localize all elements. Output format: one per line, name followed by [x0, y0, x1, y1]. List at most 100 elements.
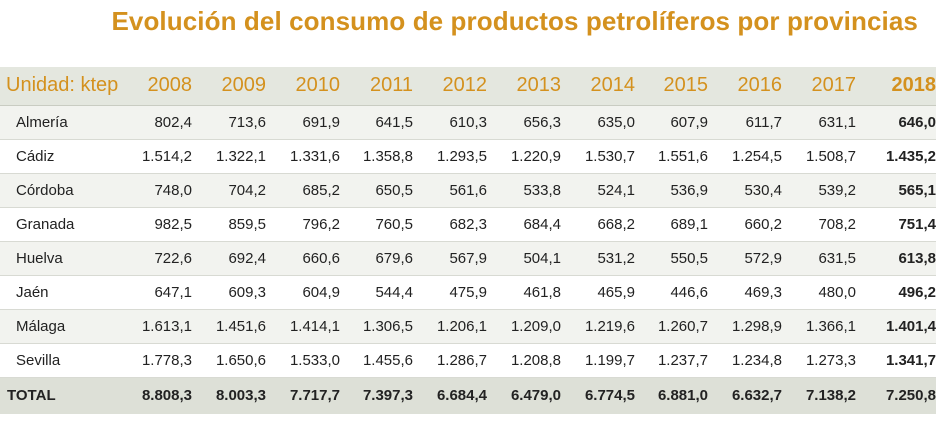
value-cell: 609,3 — [192, 275, 266, 310]
header-row: Unidad: ktep 2008 2009 2010 2011 2012 20… — [0, 67, 936, 106]
value-cell: 660,2 — [708, 207, 782, 242]
value-cell: 1.551,6 — [635, 139, 708, 174]
total-cell: 7.397,3 — [340, 376, 413, 414]
value-cell: 982,5 — [124, 207, 192, 242]
value-cell: 689,1 — [635, 207, 708, 242]
value-cell: 572,9 — [708, 241, 782, 276]
value-cell: 1.286,7 — [413, 343, 487, 378]
value-cell: 1.199,7 — [561, 343, 635, 378]
value-cell: 607,9 — [635, 105, 708, 140]
value-cell: 646,0 — [856, 105, 936, 140]
value-cell: 1.260,7 — [635, 309, 708, 344]
value-cell: 1.306,5 — [340, 309, 413, 344]
value-cell: 1.401,4 — [856, 309, 936, 344]
page-title: Evolución del consumo de productos petro… — [111, 6, 918, 36]
value-cell: 1.209,0 — [487, 309, 561, 344]
province-name: Cádiz — [0, 139, 124, 174]
province-name: Granada — [0, 207, 124, 242]
table-row: Córdoba 748,0 704,2 685,2 650,5 561,6 533,8 524… — [0, 173, 936, 208]
table-footer: TOTAL 8.808,3 8.003,3 7.717,7 7.397,3 6.… — [0, 376, 936, 414]
value-cell: 1.208,8 — [487, 343, 561, 378]
value-cell: 1.220,9 — [487, 139, 561, 174]
value-cell: 1.451,6 — [192, 309, 266, 344]
value-cell: 722,6 — [124, 241, 192, 276]
total-cell: 7.717,7 — [266, 376, 340, 414]
value-cell: 530,4 — [708, 173, 782, 208]
value-cell: 635,0 — [561, 105, 635, 140]
value-cell: 567,9 — [413, 241, 487, 276]
value-cell: 611,7 — [708, 105, 782, 140]
total-cell: 7.250,8 — [856, 376, 936, 414]
value-cell: 1.530,7 — [561, 139, 635, 174]
value-cell: 684,4 — [487, 207, 561, 242]
value-cell: 1.650,6 — [192, 343, 266, 378]
table-row: Huelva 722,6 692,4 660,6 679,6 567,9 504,1 531,… — [0, 241, 936, 276]
year-header: 2009 — [192, 67, 266, 106]
value-cell: 748,0 — [124, 173, 192, 208]
province-name: Córdoba — [0, 173, 124, 208]
value-cell: 480,0 — [782, 275, 856, 310]
total-cell: 8.003,3 — [192, 376, 266, 414]
value-cell: 660,6 — [266, 241, 340, 276]
year-header: 2012 — [413, 67, 487, 106]
total-cell: 6.774,5 — [561, 376, 635, 414]
value-cell: 544,4 — [340, 275, 413, 310]
value-cell: 859,5 — [192, 207, 266, 242]
value-cell: 1.322,1 — [192, 139, 266, 174]
value-cell: 539,2 — [782, 173, 856, 208]
value-cell: 668,2 — [561, 207, 635, 242]
value-cell: 504,1 — [487, 241, 561, 276]
total-cell: 7.138,2 — [782, 376, 856, 414]
value-cell: 1.234,8 — [708, 343, 782, 378]
province-name: Almería — [0, 105, 124, 140]
value-cell: 496,2 — [856, 275, 936, 310]
province-name: Huelva — [0, 241, 124, 276]
value-cell: 631,1 — [782, 105, 856, 140]
value-cell: 536,9 — [635, 173, 708, 208]
province-name: Málaga — [0, 309, 124, 344]
value-cell: 533,8 — [487, 173, 561, 208]
table-row: Almería 802,4 713,6 691,9 641,5 610,3 656,3 635… — [0, 105, 936, 140]
value-cell: 1.254,5 — [708, 139, 782, 174]
table-row: Málaga 1.613,1 1.451,6 1.414,1 1.306,5 1.206,… — [0, 309, 936, 344]
year-header: 2016 — [708, 67, 782, 106]
value-cell: 656,3 — [487, 105, 561, 140]
value-cell: 650,5 — [340, 173, 413, 208]
value-cell: 1.613,1 — [124, 309, 192, 344]
value-cell: 1.533,0 — [266, 343, 340, 378]
year-header: 2008 — [124, 67, 192, 106]
table-body: Almería 802,4 713,6 691,9 641,5 610,3 656,3 635… — [0, 105, 936, 378]
value-cell: 641,5 — [340, 105, 413, 140]
value-cell: 796,2 — [266, 207, 340, 242]
value-cell: 760,5 — [340, 207, 413, 242]
value-cell: 704,2 — [192, 173, 266, 208]
year-header: 2017 — [782, 67, 856, 106]
year-header: 2015 — [635, 67, 708, 106]
value-cell: 1.273,3 — [782, 343, 856, 378]
value-cell: 1.778,3 — [124, 343, 192, 378]
value-cell: 713,6 — [192, 105, 266, 140]
value-cell: 1.206,1 — [413, 309, 487, 344]
total-label: TOTAL — [0, 376, 124, 414]
value-cell: 1.298,9 — [708, 309, 782, 344]
total-row: TOTAL 8.808,3 8.003,3 7.717,7 7.397,3 6.… — [0, 376, 936, 414]
value-cell: 691,9 — [266, 105, 340, 140]
value-cell: 524,1 — [561, 173, 635, 208]
total-cell: 6.684,4 — [413, 376, 487, 414]
value-cell: 565,1 — [856, 173, 936, 208]
value-cell: 446,6 — [635, 275, 708, 310]
value-cell: 682,3 — [413, 207, 487, 242]
table-header: Unidad: ktep 2008 2009 2010 2011 2012 20… — [0, 67, 936, 106]
value-cell: 561,6 — [413, 173, 487, 208]
value-cell: 708,2 — [782, 207, 856, 242]
value-cell: 1.341,7 — [856, 343, 936, 378]
value-cell: 1.414,1 — [266, 309, 340, 344]
total-cell: 6.632,7 — [708, 376, 782, 414]
value-cell: 610,3 — [413, 105, 487, 140]
value-cell: 613,8 — [856, 241, 936, 276]
value-cell: 475,9 — [413, 275, 487, 310]
value-cell: 631,5 — [782, 241, 856, 276]
total-cell: 6.881,0 — [635, 376, 708, 414]
value-cell: 685,2 — [266, 173, 340, 208]
value-cell: 469,3 — [708, 275, 782, 310]
